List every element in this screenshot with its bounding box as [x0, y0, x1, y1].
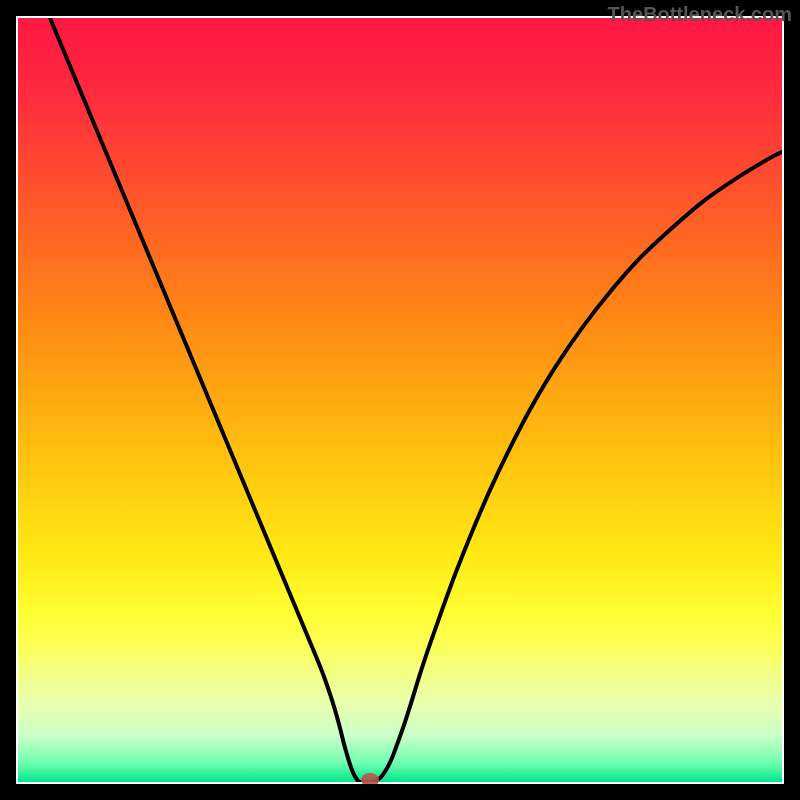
- bottleneck-chart: [0, 0, 800, 800]
- gradient-background: [18, 18, 782, 782]
- watermark-text: TheBottleneck.com: [608, 4, 792, 27]
- chart-svg: [0, 0, 800, 800]
